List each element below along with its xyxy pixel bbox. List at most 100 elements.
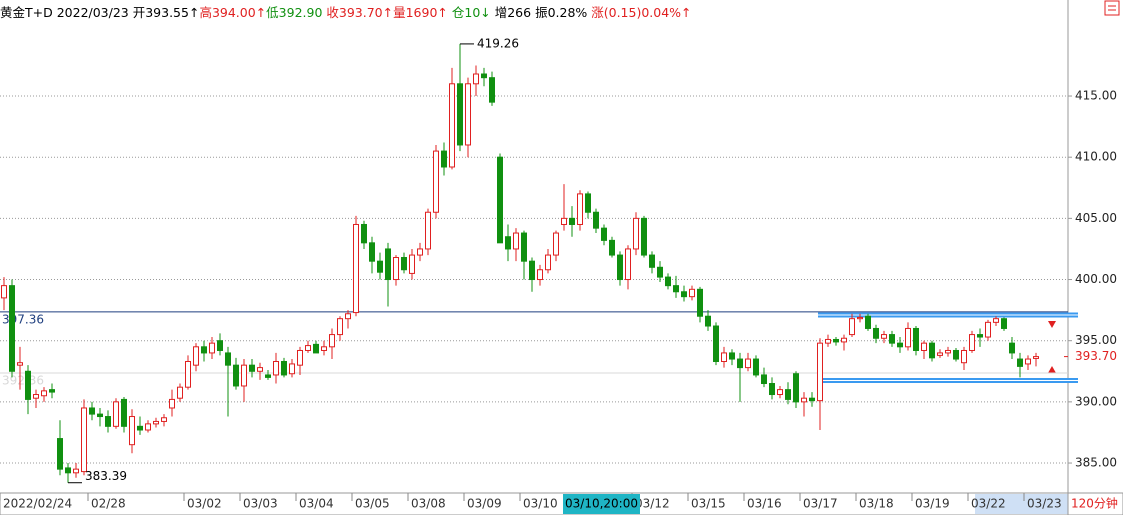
candle-body xyxy=(937,352,943,356)
candle-body xyxy=(433,150,439,213)
candle-body xyxy=(209,342,215,354)
candle-body xyxy=(729,352,735,360)
candle-body xyxy=(41,390,47,397)
candle-body xyxy=(89,407,95,415)
header-item: 仓10↓ xyxy=(451,5,495,20)
last-price-label: 393.70 xyxy=(1075,349,1117,363)
candle-body xyxy=(737,358,743,369)
candle-body xyxy=(785,389,791,400)
crosshair-box xyxy=(563,494,640,514)
candle-body xyxy=(793,373,799,403)
candle-body xyxy=(841,337,847,343)
candle-body xyxy=(441,150,447,168)
candle-body xyxy=(401,257,407,271)
candle-body xyxy=(337,318,343,336)
candle-body xyxy=(217,340,223,351)
candle-body xyxy=(577,193,583,225)
candle-body xyxy=(529,260,535,281)
candle-body xyxy=(809,397,815,402)
candle-body xyxy=(273,360,279,376)
candle-body xyxy=(777,389,783,396)
candle-body xyxy=(489,77,495,103)
candle-body xyxy=(361,223,367,244)
x-axis-band xyxy=(0,492,1123,515)
candle-body xyxy=(457,83,463,146)
candle-body xyxy=(689,288,695,298)
candle-body xyxy=(593,211,599,229)
x-tick-label: 03/19 xyxy=(915,497,950,511)
candle-body xyxy=(657,266,663,278)
candle-body xyxy=(697,288,703,317)
candle-body xyxy=(681,291,687,298)
candle-body xyxy=(185,360,191,388)
candle-body xyxy=(609,239,615,256)
candle-body xyxy=(81,407,87,473)
candle-body xyxy=(825,338,831,344)
candle-body xyxy=(417,248,423,256)
candle-body xyxy=(33,394,39,399)
y-tick-label: 410.00 xyxy=(1075,150,1117,164)
x-tick-label: 03/16 xyxy=(747,497,782,511)
x-tick-label: 03/08 xyxy=(411,497,446,511)
low-label: 383.39 xyxy=(85,469,127,483)
candle-body xyxy=(393,257,399,281)
candle-body xyxy=(353,223,359,314)
candle-body xyxy=(545,254,551,271)
period-label: 120分钟 xyxy=(1071,496,1118,511)
candle-body xyxy=(761,374,767,385)
candle-body xyxy=(769,383,775,396)
reference-label: 397.36 xyxy=(2,312,44,326)
candle-body xyxy=(121,398,127,427)
candle-body xyxy=(889,334,895,344)
candle-body xyxy=(665,276,671,287)
candle-body xyxy=(849,318,855,336)
x-tick-label: 03/23 xyxy=(1027,497,1062,511)
candle-body xyxy=(953,349,959,360)
candle-body xyxy=(713,325,719,362)
crosshair-label: 03/10,20:00 xyxy=(565,497,638,511)
candle-body xyxy=(969,334,975,351)
header-item: 量1690↑ xyxy=(393,5,452,20)
candle-body xyxy=(257,367,263,372)
candle-body xyxy=(305,345,311,351)
candle-body xyxy=(897,342,903,348)
candle-body xyxy=(321,346,327,351)
candle-body xyxy=(617,254,623,281)
up-arrow xyxy=(1048,366,1056,373)
candle-body xyxy=(537,269,543,281)
candle-body xyxy=(297,349,303,366)
candle-body xyxy=(153,420,159,425)
candle-body xyxy=(369,242,375,262)
candle-body xyxy=(705,315,711,327)
x-tick-label: 03/02 xyxy=(187,497,222,511)
candle-body xyxy=(201,346,207,354)
x-tick-label: 03/09 xyxy=(467,497,502,511)
x-tick-label: 02/28 xyxy=(91,497,126,511)
candle-body xyxy=(289,363,295,375)
candle-body xyxy=(1,285,7,299)
header-item: 黄金T+D 2022/03/23 开393.55↑ xyxy=(0,5,200,20)
candle-body xyxy=(129,416,135,446)
candle-body xyxy=(881,334,887,339)
y-tick-label: 395.00 xyxy=(1075,333,1117,347)
candle-body xyxy=(801,397,807,403)
candle-body xyxy=(385,248,391,281)
candle-body xyxy=(569,217,575,225)
reference-label: 392.36 xyxy=(2,373,44,387)
candle-body xyxy=(833,338,839,343)
candle-body xyxy=(161,417,167,422)
down-arrow xyxy=(1048,321,1056,328)
candle-body xyxy=(313,343,319,354)
candle-body xyxy=(1001,318,1007,329)
candle-body xyxy=(473,73,479,85)
candle-body xyxy=(9,285,15,372)
candle-body xyxy=(929,342,935,359)
x-tick-label: 03/12 xyxy=(635,497,670,511)
candle-body xyxy=(601,227,607,241)
candle-body xyxy=(345,313,351,320)
x-tick-label: 03/05 xyxy=(355,497,390,511)
settings-icon[interactable] xyxy=(1104,0,1120,16)
candle-body xyxy=(97,413,103,418)
